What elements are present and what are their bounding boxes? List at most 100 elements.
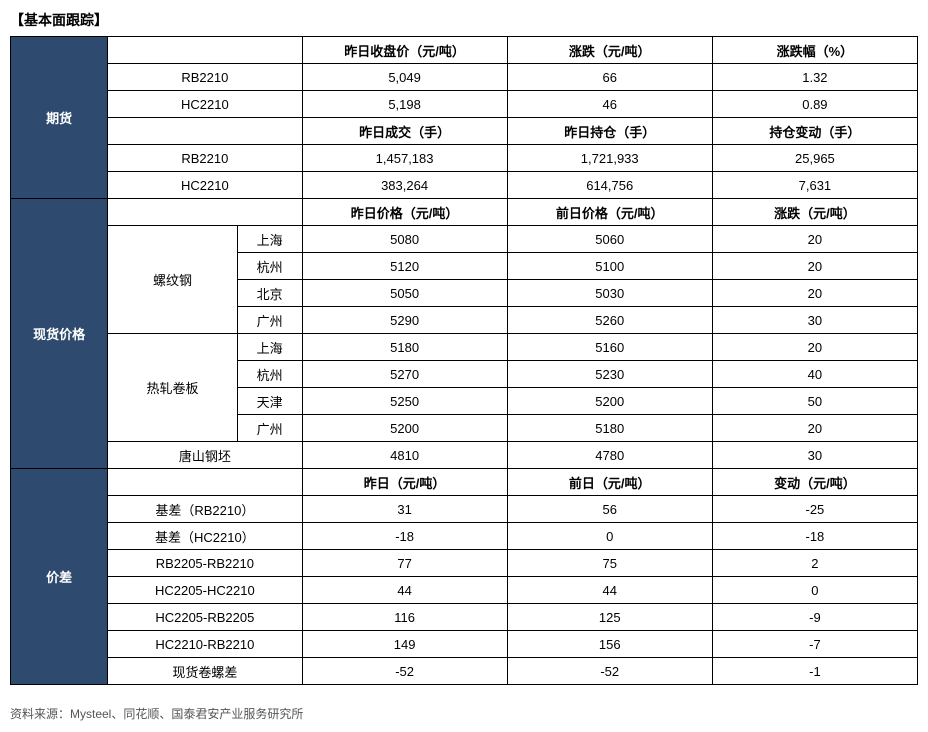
cell: 0 bbox=[507, 523, 712, 550]
cell: 5160 bbox=[507, 334, 712, 361]
cell: -7 bbox=[712, 631, 917, 658]
cell: 66 bbox=[507, 64, 712, 91]
cell: -18 bbox=[302, 523, 507, 550]
city: 上海 bbox=[237, 334, 302, 361]
cell: 20 bbox=[712, 334, 917, 361]
cell: 56 bbox=[507, 496, 712, 523]
cell: 0 bbox=[712, 577, 917, 604]
city: 北京 bbox=[237, 280, 302, 307]
cell: 20 bbox=[712, 415, 917, 442]
col-header: 涨跌（元/吨） bbox=[507, 37, 712, 64]
col-header: 涨跌（元/吨） bbox=[712, 199, 917, 226]
row-name: HC2205-HC2210 bbox=[108, 577, 302, 604]
cell: 156 bbox=[507, 631, 712, 658]
cell: 4810 bbox=[302, 442, 507, 469]
row-name: HC2210 bbox=[108, 172, 302, 199]
col-header: 前日（元/吨） bbox=[507, 469, 712, 496]
city: 广州 bbox=[237, 415, 302, 442]
row-name: HC2210 bbox=[108, 91, 302, 118]
cell: -52 bbox=[302, 658, 507, 685]
group-name: 螺纹钢 bbox=[108, 226, 238, 334]
row-name: 唐山钢坯 bbox=[108, 442, 302, 469]
row-name: 基差（RB2210） bbox=[108, 496, 302, 523]
col-header: 前日价格（元/吨） bbox=[507, 199, 712, 226]
section-futures: 期货 bbox=[11, 37, 108, 199]
cell: 1.32 bbox=[712, 64, 917, 91]
cell: 5200 bbox=[302, 415, 507, 442]
cell: 20 bbox=[712, 226, 917, 253]
cell: 5030 bbox=[507, 280, 712, 307]
group-name: 热轧卷板 bbox=[108, 334, 238, 442]
cell: 5120 bbox=[302, 253, 507, 280]
cell: 5180 bbox=[302, 334, 507, 361]
cell: 5080 bbox=[302, 226, 507, 253]
cell: 5100 bbox=[507, 253, 712, 280]
cell: 383,264 bbox=[302, 172, 507, 199]
blank-cell bbox=[108, 37, 302, 64]
cell: -1 bbox=[712, 658, 917, 685]
cell: 5050 bbox=[302, 280, 507, 307]
cell: 30 bbox=[712, 442, 917, 469]
cell: 5,198 bbox=[302, 91, 507, 118]
page-title: 【基本面跟踪】 bbox=[10, 10, 918, 30]
cell: 44 bbox=[507, 577, 712, 604]
cell: 75 bbox=[507, 550, 712, 577]
fundamentals-table: 期货 昨日收盘价（元/吨） 涨跌（元/吨） 涨跌幅（%） RB2210 5,04… bbox=[10, 36, 918, 685]
cell: -52 bbox=[507, 658, 712, 685]
col-header: 涨跌幅（%） bbox=[712, 37, 917, 64]
cell: 5270 bbox=[302, 361, 507, 388]
city: 杭州 bbox=[237, 361, 302, 388]
cell: -9 bbox=[712, 604, 917, 631]
city: 杭州 bbox=[237, 253, 302, 280]
col-header: 昨日收盘价（元/吨） bbox=[302, 37, 507, 64]
cell: 4780 bbox=[507, 442, 712, 469]
col-header: 昨日持仓（手） bbox=[507, 118, 712, 145]
row-name: 现货卷螺差 bbox=[108, 658, 302, 685]
city: 上海 bbox=[237, 226, 302, 253]
city: 天津 bbox=[237, 388, 302, 415]
blank-cell bbox=[108, 199, 302, 226]
col-header: 变动（元/吨） bbox=[712, 469, 917, 496]
cell: 2 bbox=[712, 550, 917, 577]
cell: 5200 bbox=[507, 388, 712, 415]
cell: 5290 bbox=[302, 307, 507, 334]
cell: 25,965 bbox=[712, 145, 917, 172]
cell: -18 bbox=[712, 523, 917, 550]
cell: 5060 bbox=[507, 226, 712, 253]
cell: 44 bbox=[302, 577, 507, 604]
row-name: RB2210 bbox=[108, 64, 302, 91]
cell: 20 bbox=[712, 280, 917, 307]
blank-cell bbox=[108, 118, 302, 145]
col-header: 昨日价格（元/吨） bbox=[302, 199, 507, 226]
cell: -25 bbox=[712, 496, 917, 523]
cell: 614,756 bbox=[507, 172, 712, 199]
city: 广州 bbox=[237, 307, 302, 334]
cell: 20 bbox=[712, 253, 917, 280]
cell: 31 bbox=[302, 496, 507, 523]
cell: 5260 bbox=[507, 307, 712, 334]
cell: 5230 bbox=[507, 361, 712, 388]
cell: 30 bbox=[712, 307, 917, 334]
row-name: RB2205-RB2210 bbox=[108, 550, 302, 577]
row-name: RB2210 bbox=[108, 145, 302, 172]
section-spread: 价差 bbox=[11, 469, 108, 685]
cell: 50 bbox=[712, 388, 917, 415]
cell: 46 bbox=[507, 91, 712, 118]
section-spot: 现货价格 bbox=[11, 199, 108, 469]
col-header: 昨日（元/吨） bbox=[302, 469, 507, 496]
cell: 40 bbox=[712, 361, 917, 388]
cell: 1,457,183 bbox=[302, 145, 507, 172]
cell: 0.89 bbox=[712, 91, 917, 118]
cell: 125 bbox=[507, 604, 712, 631]
col-header: 持仓变动（手） bbox=[712, 118, 917, 145]
cell: 116 bbox=[302, 604, 507, 631]
cell: 5180 bbox=[507, 415, 712, 442]
cell: 7,631 bbox=[712, 172, 917, 199]
row-name: HC2205-RB2205 bbox=[108, 604, 302, 631]
row-name: HC2210-RB2210 bbox=[108, 631, 302, 658]
row-name: 基差（HC2210） bbox=[108, 523, 302, 550]
source-footer: 资料来源：Mysteel、同花顺、国泰君安产业服务研究所 bbox=[10, 705, 918, 722]
cell: 77 bbox=[302, 550, 507, 577]
cell: 5,049 bbox=[302, 64, 507, 91]
col-header: 昨日成交（手） bbox=[302, 118, 507, 145]
